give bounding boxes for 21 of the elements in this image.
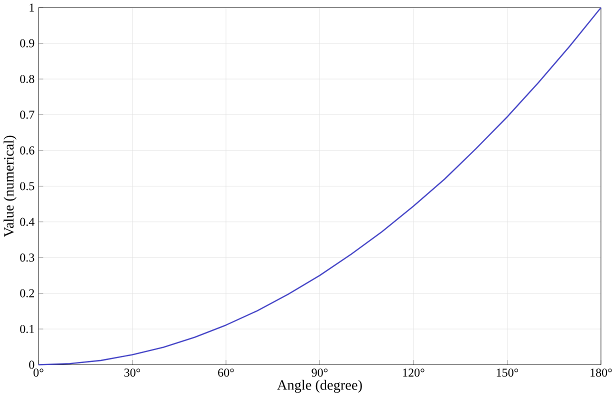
x-tick-label: 90° <box>312 368 328 377</box>
y-tick-label: 0.2 <box>20 289 34 298</box>
y-tick-label: 0 <box>29 360 34 369</box>
y-tick-label: 0.5 <box>20 182 34 190</box>
x-tick-label: 120° <box>403 368 424 377</box>
y-tick-label: 0.8 <box>20 74 34 83</box>
x-tick-label: 0° <box>34 368 44 377</box>
x-tick-label: 150° <box>496 368 518 377</box>
y-tick-label: 0.6 <box>20 146 34 154</box>
y-tick-label: 0.3 <box>20 253 34 262</box>
y-tick-label: 0.1 <box>20 324 34 333</box>
y-tick-label: 0.9 <box>20 39 34 48</box>
y-tick-label: 0.7 <box>20 110 34 119</box>
x-tick-label: 60° <box>218 368 234 377</box>
y-axis-title: Value (numerical) <box>4 136 17 237</box>
y-tick-label: 1 <box>30 3 34 12</box>
line-series <box>38 6 602 366</box>
y-tick-label: 0.4 <box>20 218 34 226</box>
x-tick-label: 30° <box>124 368 140 377</box>
x-tick-label: 180° <box>590 368 612 377</box>
x-axis-title: Angle (degree) <box>277 380 362 393</box>
